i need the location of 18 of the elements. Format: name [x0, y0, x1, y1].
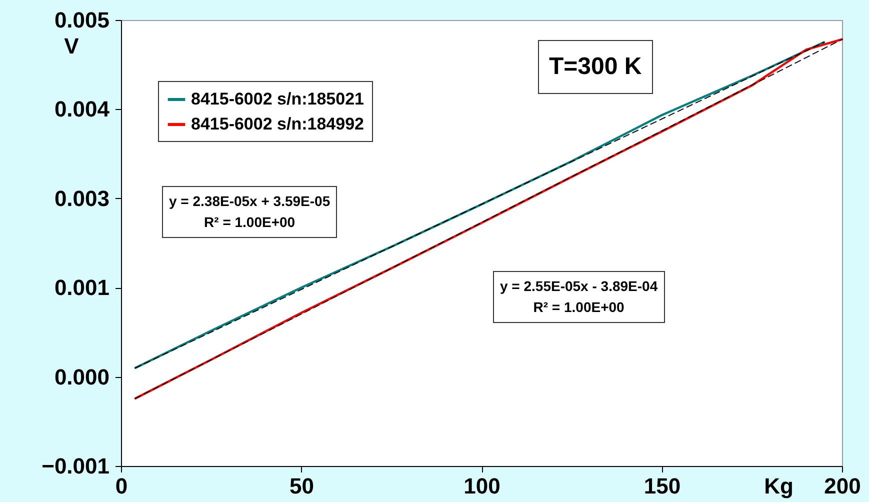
x-tick-label: 50 [290, 474, 314, 498]
y-tick-label: −0.001 [42, 454, 110, 478]
x-axis-title: Kg [764, 474, 794, 498]
legend-label: 8415-6002 s/n:184992 [191, 114, 364, 134]
x-tick-label: 0 [115, 474, 128, 498]
annotation: y = 2.55E-05x - 3.89E-04 R² = 1.00E+00 [493, 271, 665, 323]
y-tick-label: 0.001 [54, 275, 110, 300]
annotation: y = 2.38E-05x + 3.59E-05 R² = 1.00E+00 [162, 186, 338, 238]
x-tick-label: 150 [644, 474, 681, 498]
legend-label: 8415-6002 s/n:185021 [191, 90, 364, 108]
annotation: T=300 K [538, 40, 653, 94]
y-tick-label: 0.003 [54, 186, 110, 211]
y-tick-label: 0.004 [54, 96, 110, 122]
y-axis-title: V [64, 34, 80, 58]
x-tick-label: 100 [464, 474, 500, 498]
y-tick-label: 0.000 [54, 364, 110, 390]
y-tick-label: 0.005 [54, 8, 110, 32]
x-tick-label: 200 [824, 474, 861, 498]
